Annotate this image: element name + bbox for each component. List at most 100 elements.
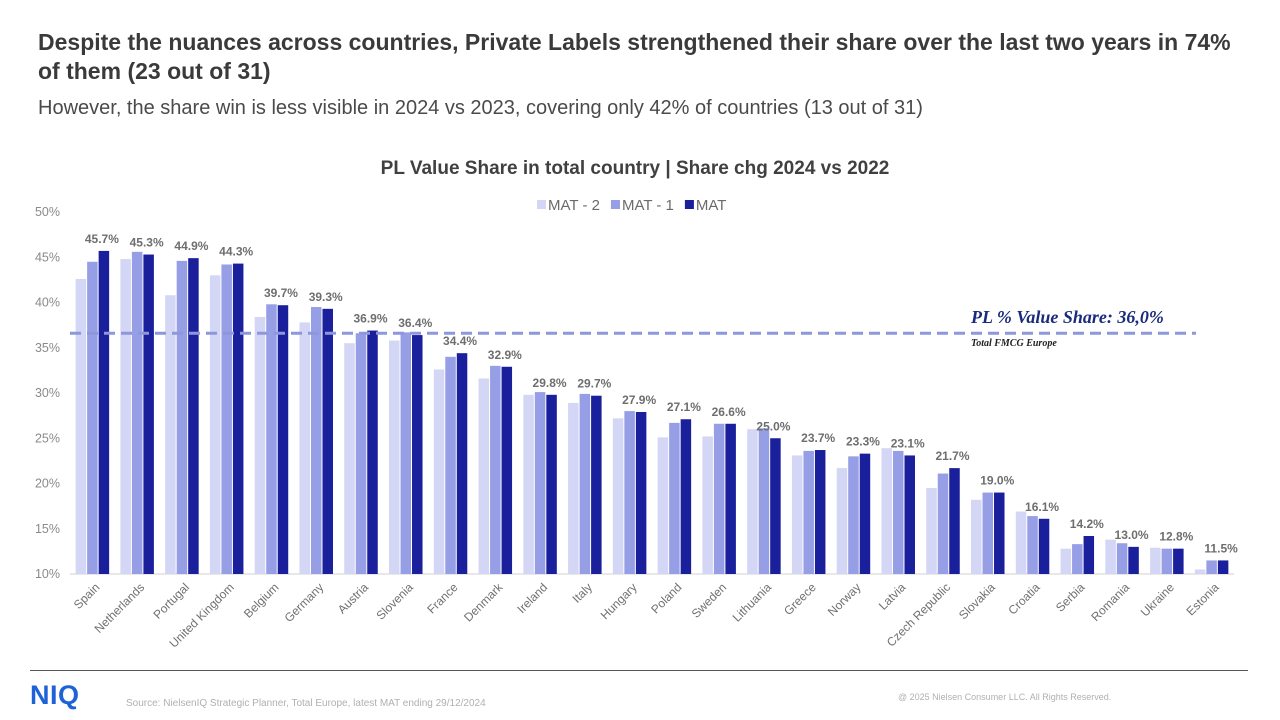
data-label: 29.7% [577,377,611,391]
y-tick-label: 40% [35,296,60,310]
bar-mat-2 [568,402,579,574]
data-label: 39.3% [309,290,343,304]
data-label: 14.2% [1070,517,1104,531]
bar-mat-2 [747,429,758,574]
category-label: France [424,580,461,617]
bar-mat-2 [657,437,669,574]
y-tick-label: 20% [35,477,60,491]
category-label: Poland [648,580,684,616]
bar-mat-1 [400,332,412,574]
bar-mat-1 [534,392,546,574]
bar-mat-1 [624,411,635,574]
data-label: 23.1% [891,436,925,450]
category-label: Slovakia [956,580,998,622]
bar-mat-2 [433,369,445,574]
data-label: 13.0% [1115,528,1149,542]
bar-mat-1 [221,264,232,574]
bar-mat-1 [310,307,322,574]
bar-mat [949,468,960,574]
category-label: Belgium [241,580,282,621]
data-label: 19.0% [980,474,1014,488]
category-label: Austria [335,580,372,617]
y-tick-label: 45% [35,250,60,264]
category-label: Croatia [1005,580,1042,617]
bar-mat [98,250,110,575]
bar-mat-1 [355,333,367,574]
bar-mat-2 [836,468,848,574]
chart-title: PL Value Share in total country | Share … [380,158,890,179]
bar-mat-1 [937,473,949,574]
category-label: Slovenia [373,580,416,623]
bar-mat [1128,546,1139,574]
bar-mat [322,308,333,574]
bar-mat [725,423,736,574]
bar-mat-2 [1150,547,1161,574]
bar-mat-2 [478,378,490,574]
data-label: 45.3% [130,236,164,250]
bar-mat [367,330,378,574]
bar-mat-2 [926,488,937,574]
bar-mat [143,254,154,574]
bar-mat-1 [445,356,456,574]
category-label: Sweden [689,580,730,621]
bar-mat [412,335,423,574]
bar-mat-1 [176,260,188,574]
bar-chart: 10% 15% 20% 25% 30% 35% 40% 45% 50% 45.7% Spain 45.… [35,197,1238,651]
bar-mat [904,455,915,574]
bar-mat-1 [87,261,98,574]
y-tick-label: 15% [35,522,60,536]
bar-mat-1 [758,428,770,574]
category-label: Denmark [461,580,506,625]
y-tick-label: 25% [35,431,60,445]
slide-headline: Despite the nuances across countries, Pr… [38,29,1231,84]
data-label: 16.1% [1025,500,1059,514]
category-label: Latvia [876,580,909,613]
bar-mat-1 [1072,544,1083,574]
bar-mat-2 [209,275,221,574]
bar-mat-1 [1161,548,1173,574]
niq-logo: NIQ [30,680,80,710]
legend-swatch [610,200,620,209]
category-label: Hungary [598,580,640,622]
y-tick-label: 35% [35,341,60,355]
data-label: 44.9% [174,239,208,253]
bar-mat-2 [344,343,355,574]
bar-mat-1 [848,456,859,574]
bar-mat-2 [1060,548,1072,574]
bar-mat [591,395,602,574]
y-tick-label: 10% [35,567,60,581]
bar-mat [188,258,199,574]
bar-mat [456,353,468,574]
bar-mat-2 [702,436,713,574]
data-label: 44.3% [219,245,253,259]
bar-mat-2 [1015,511,1027,574]
bar-mat [770,438,781,574]
bar-mat [994,492,1005,574]
category-label: Ireland [514,580,550,616]
legend-label: MAT - 1 [622,197,674,214]
category-label: Lithuania [730,580,775,625]
category-label: Italy [570,580,595,605]
bar-mat-2 [791,455,803,574]
bar-mat-1 [892,450,904,574]
data-label: 39.7% [264,286,298,300]
bar-mat-1 [266,304,277,574]
bar-mat-2 [120,259,131,574]
reference-line-label: PL % Value Share: 36,0% [970,307,1164,327]
bar-mat-1 [803,450,814,574]
bar-mat [859,453,871,574]
data-label: 29.8% [533,376,567,390]
legend-label: MAT - 2 [548,197,600,214]
y-tick-label: 50% [35,205,60,219]
data-label: 27.9% [622,393,656,407]
bar-mat-2 [1105,539,1116,574]
y-tick-label: 30% [35,386,60,400]
slide-subheadline: However, the share win is less visible i… [38,97,923,119]
data-label: 45.7% [85,232,119,246]
category-label: Ukraine [1138,580,1177,619]
bar-mat [1038,518,1050,574]
category-label: Germany [282,580,327,625]
bar-mat-2 [881,448,892,574]
bar-mat-2 [75,278,87,574]
bar-mat-1 [490,365,501,574]
